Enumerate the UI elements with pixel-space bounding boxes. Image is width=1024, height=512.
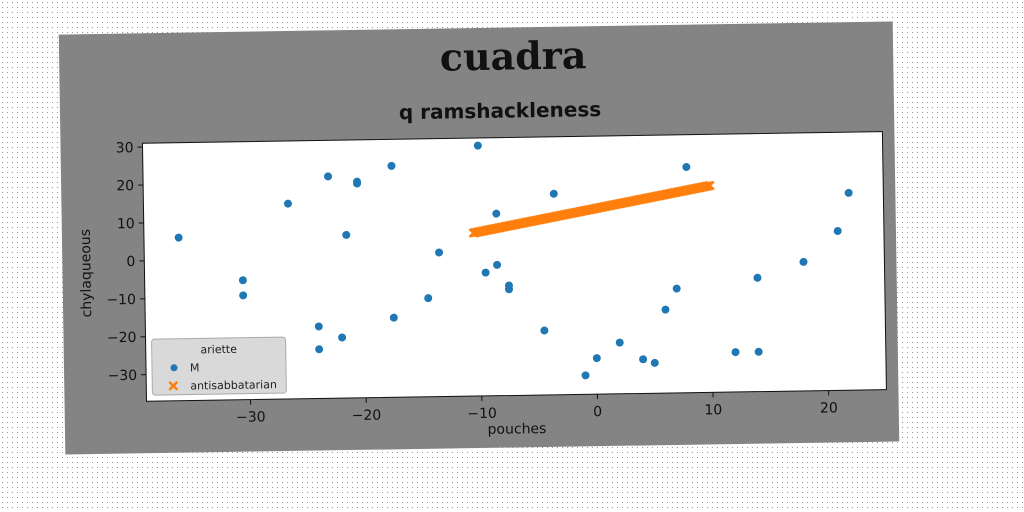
scatter-point-m [435,248,444,257]
chart-subtitle: q ramshackleness [399,97,602,124]
x-tick-label: 10 [704,402,722,418]
scatter-point-m [672,284,681,293]
scatter-point-m [650,358,659,367]
chart-title: cuadra [439,32,586,79]
y-tick-label: −30 [107,368,137,384]
scatter-chart: cuadra q ramshackleness −30 −20 −10 0 10 20 −… [78,32,887,438]
legend-label-m: M [190,361,200,374]
x-stroke [704,180,715,191]
x-marker-antisabbatarian [704,180,715,191]
y-tick-label: 30 [116,140,134,156]
scatter-point-m [661,305,670,314]
scatter-point-m [682,162,691,171]
scatter-point-m [238,276,247,285]
plot-area [141,131,887,402]
chart-legend: ariette M antisabbatarian [151,336,287,396]
scatter-point-m [492,209,501,218]
x-tick-label: −30 [236,409,266,425]
scatter-point-m [753,273,762,282]
scatter-point-m [314,322,323,331]
scatter-point-m [239,291,248,300]
scatter-point-m [481,268,490,277]
y-tick-label: 10 [117,216,135,232]
legend-marker-m [170,364,178,372]
legend-box [151,336,287,396]
scatter-point-m [473,141,482,150]
scatter-point-m [353,177,362,186]
scatter-point-m [592,354,601,363]
scatter-point-m [731,348,740,357]
x-axis-label: pouches [487,421,546,438]
scatter-point-m [540,326,549,335]
scatter-point-m [549,189,558,198]
scatter-point-m [283,199,292,208]
x-tick-label: −10 [467,406,497,422]
scatter-point-m [324,172,333,181]
chart-figure: cuadra q ramshackleness −30 −20 −10 0 10 20 −… [58,21,900,455]
scatter-point-m [844,188,853,197]
scatter-point-m [833,227,842,236]
x-axis-ticks: −30 −20 −10 0 10 20 [236,390,838,426]
scatter-point-m [493,260,502,269]
scatter-point-m [342,230,351,239]
x-tick-label: −20 [352,408,382,424]
scatter-point-m [387,161,396,170]
scatter-point-m [754,347,763,356]
scatter-point-m [581,371,590,380]
legend-title: ariette [200,343,237,357]
y-tick-label: 20 [116,178,134,194]
legend-label-antisabbatarian: antisabbatarian [190,378,277,392]
chart-marks [174,141,853,380]
scatter-point-m [424,294,433,303]
y-tick-label: 0 [126,254,135,270]
y-tick-label: −10 [106,292,136,308]
scatter-point-m [315,345,324,354]
scatter-point-m [639,355,648,364]
x-tick-label: 0 [593,404,602,420]
y-axis-label: chylaqueous [78,229,95,318]
legend-marker-antisabbatarian [168,380,179,391]
x-tick-label: 20 [820,400,838,416]
scatter-point-m [799,257,808,266]
scatter-point-m [615,338,624,347]
y-tick-label: −20 [107,330,137,346]
scatter-point-m [338,333,347,342]
scatter-point-m [174,233,183,242]
scatter-point-m [505,285,514,294]
y-axis-ticks: −30 −20 −10 0 10 20 30 [106,140,147,384]
scatter-point-m [389,313,398,322]
